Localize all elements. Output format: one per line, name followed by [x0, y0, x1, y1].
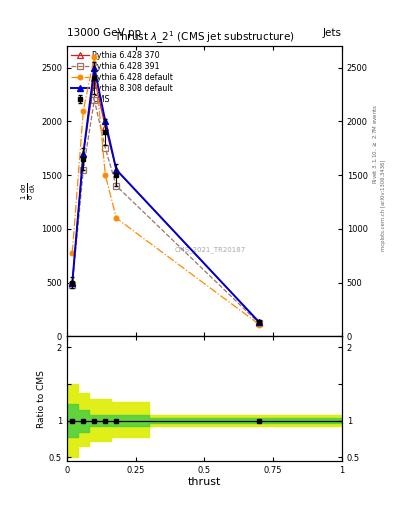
Text: mcplots.cern.ch [arXiv:1306.3436]: mcplots.cern.ch [arXiv:1306.3436] — [381, 159, 386, 250]
Line: Pythia 6.428 default: Pythia 6.428 default — [70, 54, 262, 327]
Line: Pythia 8.308 default: Pythia 8.308 default — [69, 65, 263, 326]
Text: Jets: Jets — [323, 28, 342, 38]
Pythia 6.428 391 — [114, 183, 119, 189]
Pythia 6.428 391 — [103, 145, 108, 151]
Text: CMS_2021_TR20187: CMS_2021_TR20187 — [174, 246, 246, 252]
Pythia 6.428 391 — [257, 321, 262, 327]
Pythia 6.428 391 — [70, 282, 75, 288]
Pythia 6.428 370 — [114, 166, 119, 173]
Y-axis label: Ratio to CMS: Ratio to CMS — [37, 370, 46, 428]
Pythia 6.428 370 — [257, 319, 262, 326]
Pythia 8.308 default — [92, 65, 97, 71]
Text: 13000 GeV pp: 13000 GeV pp — [67, 28, 141, 38]
Pythia 6.428 370 — [92, 75, 97, 81]
Pythia 8.308 default — [257, 319, 262, 326]
Legend: Pythia 6.428 370, Pythia 6.428 391, Pythia 6.428 default, Pythia 8.308 default, : Pythia 6.428 370, Pythia 6.428 391, Pyth… — [70, 49, 174, 105]
Pythia 6.428 default — [81, 108, 86, 114]
Y-axis label: $\mathregular{\frac{1}{\sigma}\,\frac{d\sigma}{d\lambda}}$: $\mathregular{\frac{1}{\sigma}\,\frac{d\… — [20, 182, 38, 200]
Text: Rivet 3.1.10, $\geq$ 2.7M events: Rivet 3.1.10, $\geq$ 2.7M events — [371, 103, 379, 184]
Pythia 6.428 default — [92, 54, 97, 60]
Pythia 6.428 370 — [81, 151, 86, 157]
Pythia 8.308 default — [103, 118, 108, 124]
Pythia 6.428 391 — [92, 97, 97, 103]
Pythia 6.428 default — [103, 172, 108, 178]
Pythia 8.308 default — [81, 151, 86, 157]
Pythia 6.428 default — [70, 249, 75, 255]
Pythia 8.308 default — [114, 166, 119, 173]
Title: Thrust $\lambda\_2^1$ (CMS jet substructure): Thrust $\lambda\_2^1$ (CMS jet substruct… — [114, 30, 295, 46]
Pythia 6.428 default — [114, 215, 119, 221]
Pythia 8.308 default — [70, 280, 75, 286]
Line: Pythia 6.428 370: Pythia 6.428 370 — [69, 75, 263, 326]
Pythia 6.428 370 — [70, 280, 75, 286]
Pythia 6.428 391 — [81, 166, 86, 173]
X-axis label: thrust: thrust — [188, 477, 221, 487]
Pythia 6.428 default — [257, 322, 262, 328]
Line: Pythia 6.428 391: Pythia 6.428 391 — [70, 97, 262, 326]
Pythia 6.428 370 — [103, 123, 108, 130]
